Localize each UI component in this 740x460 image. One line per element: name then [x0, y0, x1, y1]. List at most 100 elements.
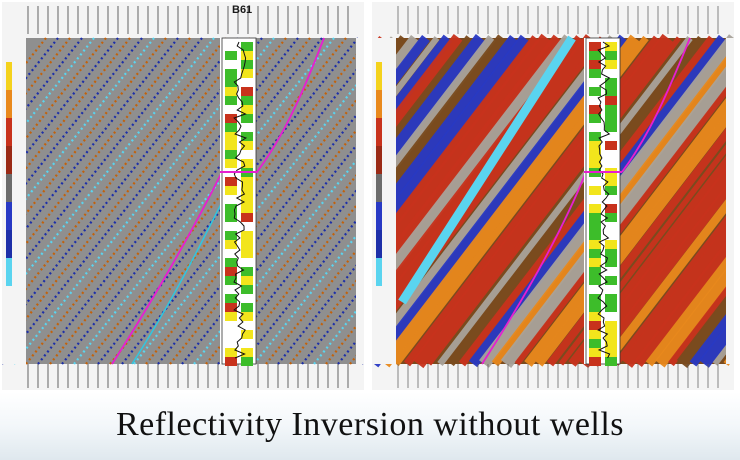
- inversion-band: [372, 34, 629, 368]
- scale-swatch: [6, 258, 12, 286]
- log-block: [605, 132, 617, 141]
- inversion-band: [645, 246, 734, 367]
- log-block: [225, 357, 237, 366]
- log-block: [241, 51, 253, 60]
- mask-left: [372, 38, 396, 364]
- log-block: [605, 159, 617, 168]
- trace-header: [27, 6, 349, 34]
- log-block: [589, 213, 601, 222]
- log-block: [605, 339, 617, 348]
- scale-swatch: [376, 174, 382, 202]
- log-block: [589, 276, 601, 285]
- log-block: [605, 303, 617, 312]
- log-block: [241, 123, 253, 132]
- scale-swatch: [376, 202, 382, 230]
- well-log-track: [220, 37, 258, 366]
- log-block: [241, 60, 253, 69]
- log-block: [589, 87, 601, 96]
- log-block: [605, 240, 617, 249]
- log-block: [589, 267, 601, 276]
- log-block: [225, 114, 237, 123]
- mask-right: [726, 38, 734, 364]
- log-block: [589, 150, 601, 159]
- mask-right: [356, 38, 364, 364]
- inversion-band: [437, 35, 693, 367]
- log-block: [589, 348, 601, 357]
- inversion-band: [372, 34, 453, 147]
- horizon-magenta-right: [256, 37, 325, 173]
- log-block: [225, 258, 237, 267]
- inversion-band: [372, 35, 474, 174]
- log-block: [241, 204, 253, 213]
- log-block: [241, 150, 253, 159]
- inversion-band: [372, 33, 553, 278]
- log-block: [225, 78, 237, 87]
- log-block: [241, 96, 253, 105]
- log-block: [605, 177, 617, 186]
- log-block: [225, 222, 237, 231]
- inversion-band: [676, 285, 734, 368]
- log-block: [241, 141, 253, 150]
- log-block: [605, 141, 617, 150]
- inversion-band: [514, 76, 734, 366]
- log-block: [225, 186, 237, 195]
- log-block: [241, 348, 253, 357]
- log-block: [589, 294, 601, 303]
- log-block: [605, 330, 617, 339]
- inversion-band: [448, 35, 704, 367]
- log-block: [589, 204, 601, 213]
- log-block: [589, 42, 601, 51]
- log-block: [225, 285, 237, 294]
- inversion-band: [372, 34, 574, 305]
- log-block: [589, 105, 601, 114]
- log-block: [225, 321, 237, 330]
- color-scale: [376, 62, 382, 286]
- log-block: [225, 42, 237, 51]
- log-block: [241, 231, 253, 240]
- log-block: [241, 303, 253, 312]
- inversion-band-cyan: [398, 35, 576, 305]
- inversion-band: [621, 214, 734, 368]
- log-block: [241, 276, 253, 285]
- log-block: [225, 330, 237, 339]
- inversion-bands: [372, 33, 734, 369]
- log-block: [241, 249, 253, 258]
- log-block: [241, 312, 253, 321]
- log-block: [225, 69, 237, 78]
- inversion-band: [372, 35, 617, 360]
- log-block: [605, 258, 617, 267]
- log-block: [225, 159, 237, 168]
- log-block: [589, 258, 601, 267]
- seismic-panel-left: B61: [2, 2, 364, 390]
- log-block: [225, 240, 237, 249]
- log-curve: [233, 41, 248, 359]
- seismic-panel-right: [372, 2, 734, 390]
- log-block: [225, 303, 237, 312]
- log-block: [605, 204, 617, 213]
- horizon-magenta-right: [621, 37, 691, 173]
- log-block: [589, 312, 601, 321]
- log-block: [589, 285, 601, 294]
- inversion-band: [372, 34, 563, 290]
- log-block: [225, 123, 237, 132]
- log-block: [605, 96, 617, 105]
- log-block: [589, 222, 601, 231]
- log-block: [589, 141, 601, 150]
- log-block: [589, 249, 601, 258]
- inversion-band: [668, 276, 734, 367]
- log-block: [241, 177, 253, 186]
- log-block: [225, 150, 237, 159]
- well-log-track: [584, 37, 622, 366]
- log-block: [241, 240, 253, 249]
- log-block: [225, 195, 237, 204]
- trace-header: [397, 6, 719, 34]
- log-block: [605, 114, 617, 123]
- log-block: [225, 96, 237, 105]
- log-block: [225, 339, 237, 348]
- log-block: [225, 141, 237, 150]
- log-block: [605, 348, 617, 357]
- log-block: [241, 258, 253, 267]
- scale-swatch: [6, 230, 12, 258]
- log-block: [589, 321, 601, 330]
- log-block: [605, 357, 617, 366]
